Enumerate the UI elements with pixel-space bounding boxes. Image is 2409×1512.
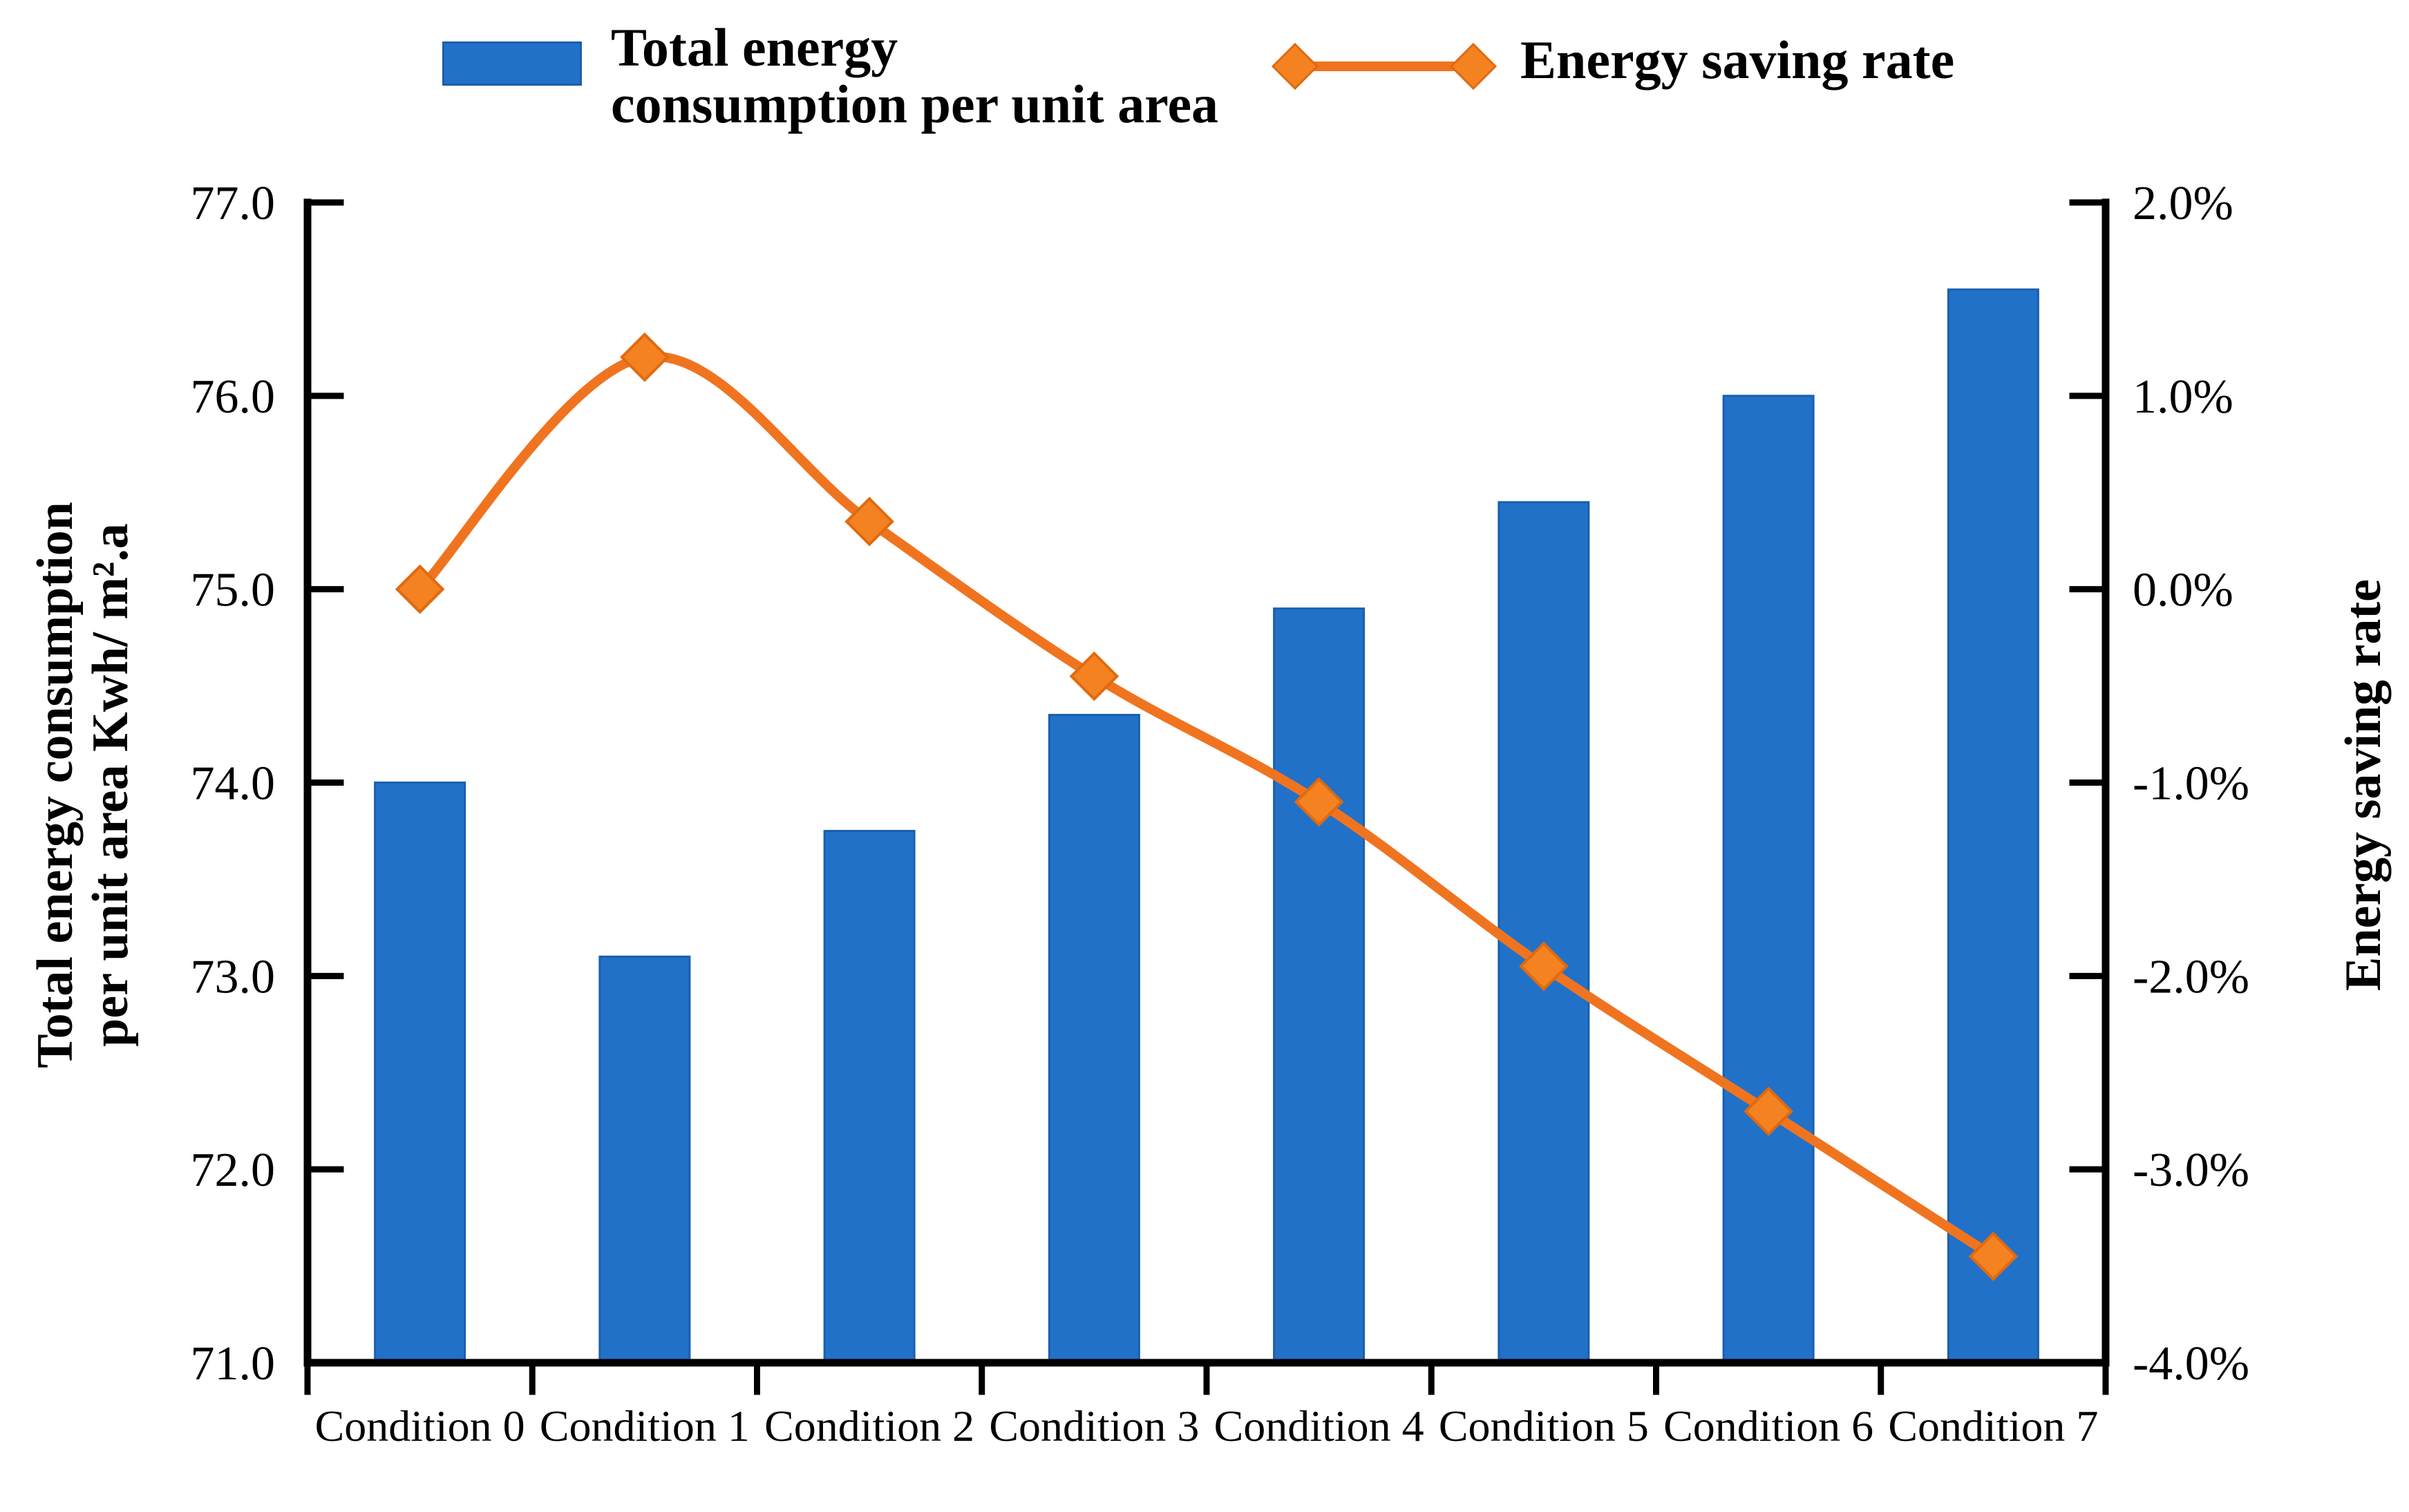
left-axis-tick-label: 73.0 <box>191 950 276 1003</box>
legend-bar-label-line1: Total energy <box>611 17 898 77</box>
legend: Total energy consumption per unit area E… <box>0 0 2409 159</box>
bar-condition-2 <box>823 829 916 1364</box>
x-axis-label-condition-3: Condition 3 <box>989 1401 1199 1450</box>
line-marker-condition-6 <box>1744 1086 1793 1137</box>
x-axis-label-condition-7: Condition 7 <box>1888 1401 2098 1450</box>
left-axis-title-line1: Total energy consumption <box>27 502 84 1068</box>
line-marker-condition-5 <box>1519 941 1569 992</box>
left-axis-tick-label: 74.0 <box>191 757 276 811</box>
left-axis-tick-label: 71.0 <box>191 1337 276 1390</box>
right-axis-tick-label: -4.0% <box>2133 1337 2249 1390</box>
legend-line-label: Energy saving rate <box>1520 30 1955 90</box>
legend-bar-label: Total energy consumption per unit area <box>611 19 1218 133</box>
bar-condition-3 <box>1048 714 1140 1364</box>
legend-bar-label-line2: consumption per unit area <box>611 74 1219 134</box>
left-axis-tick-label: 75.0 <box>191 564 276 617</box>
x-axis-label-condition-5: Condition 5 <box>1439 1401 1649 1450</box>
bar-condition-1 <box>598 955 691 1364</box>
bar-condition-4 <box>1273 607 1366 1364</box>
left-axis-tick-label: 76.0 <box>191 370 276 424</box>
bar-condition-7 <box>1947 288 2039 1364</box>
line-marker-condition-1 <box>620 332 670 382</box>
line-marker-condition-3 <box>1069 651 1120 701</box>
right-axis-tick-label: 0.0% <box>2133 564 2233 617</box>
left-axis-title-line2: per unit area Kwh/ m².a <box>82 523 139 1047</box>
line-marker-condition-4 <box>1294 777 1344 827</box>
legend-line-icon <box>1271 42 1498 91</box>
right-axis-tick-label: 1.0% <box>2133 370 2233 424</box>
x-axis-label-condition-0: Condition 0 <box>315 1401 525 1450</box>
right-axis-tick-label: -3.0% <box>2133 1144 2249 1197</box>
right-axis-title: Energy saving rate <box>2335 578 2392 992</box>
legend-bar-swatch-icon <box>442 41 582 86</box>
x-axis-label-condition-6: Condition 6 <box>1663 1401 1873 1450</box>
left-axis-tick-label: 77.0 <box>191 177 276 230</box>
x-axis-label-condition-2: Condition 2 <box>764 1401 974 1450</box>
line-marker-condition-7 <box>1968 1231 2019 1281</box>
left-axis-tick-label: 72.0 <box>191 1144 276 1197</box>
bar-condition-0 <box>374 782 466 1364</box>
right-axis-tick-label: -2.0% <box>2133 950 2249 1003</box>
bar-condition-5 <box>1498 501 1590 1364</box>
right-axis-tick-label: -1.0% <box>2133 757 2249 811</box>
right-axis-tick-label: 2.0% <box>2133 177 2233 230</box>
line-marker-condition-2 <box>844 496 894 547</box>
x-axis-label-condition-4: Condition 4 <box>1214 1401 1424 1450</box>
x-axis-label-condition-1: Condition 1 <box>540 1401 750 1450</box>
bar-condition-6 <box>1722 395 1815 1364</box>
line-marker-condition-0 <box>395 564 445 614</box>
